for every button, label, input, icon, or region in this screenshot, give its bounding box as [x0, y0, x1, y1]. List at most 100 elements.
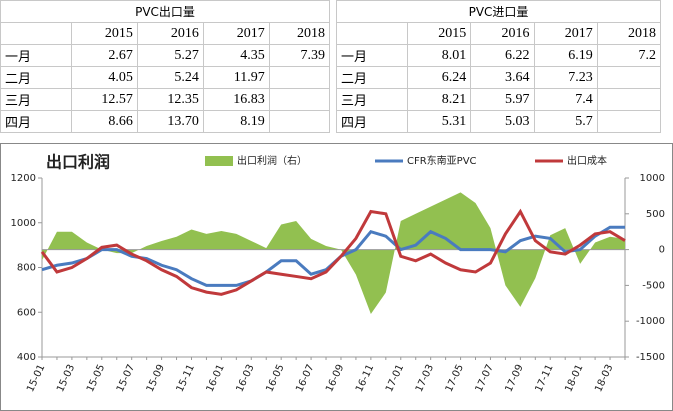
x-tick-label: 16-07	[294, 363, 316, 394]
chart-title: 出口利润	[46, 153, 110, 172]
table-cell: 7.23	[533, 66, 598, 89]
table-cell: 6.22	[470, 44, 535, 67]
table-cell: 5.7	[533, 110, 598, 133]
table-cell: 8.19	[202, 110, 270, 133]
x-tick-label: 15-01	[25, 363, 47, 394]
x-tick-label: 15-11	[175, 363, 197, 394]
area	[42, 192, 625, 315]
table-cell: 8.66	[71, 110, 138, 133]
row-label: 二月	[0, 66, 72, 89]
y2-tick-label: 0	[659, 245, 665, 256]
legend-label: 出口成本	[567, 154, 607, 167]
y2-tick-label: 500	[646, 209, 665, 220]
table-cell: 12.35	[136, 88, 204, 111]
chart: 出口利润 400 600 800 1000 1200 -1500 -1000 -500 0 500…	[0, 143, 673, 411]
table-row: 二月 6.24 3.64 7.23	[336, 66, 662, 89]
table-cell: 11.97	[202, 66, 270, 89]
table-cell: 7.2	[596, 44, 662, 67]
x-tick-label: 16-09	[324, 363, 346, 394]
x-tick-label: 18-03	[593, 363, 615, 394]
y-tick-label: 800	[17, 263, 36, 274]
x-tick-label: 17-01	[384, 363, 406, 394]
column-header: 2016	[136, 22, 204, 45]
x-tick-label: 18-01	[563, 363, 585, 394]
row-label: 一月	[336, 44, 408, 67]
table-row: 三月 12.57 12.35 16.83	[0, 88, 331, 111]
x-tick-label: 16-11	[354, 363, 376, 394]
header-corner	[336, 22, 408, 45]
header-row: 2015 2016 2017 2018	[0, 22, 331, 45]
y2-tick-label: -1000	[636, 316, 665, 327]
table-cell: 7.39	[268, 44, 331, 67]
table-cell	[268, 110, 331, 133]
table-cell: 8.21	[406, 88, 472, 111]
table-title: PVC出口量	[0, 0, 330, 23]
table-cell: 5.97	[470, 88, 535, 111]
row-label: 三月	[0, 88, 72, 111]
y2-tick-label: -500	[642, 280, 665, 291]
table-cell: 7.4	[533, 88, 598, 111]
table-cell: 5.31	[406, 110, 472, 133]
x-tick-label: 15-09	[145, 363, 167, 394]
table-row: 三月 8.21 5.97 7.4	[336, 88, 662, 111]
table-cell: 2.67	[71, 44, 138, 67]
table-row: 四月 5.31 5.03 5.7	[336, 110, 662, 133]
table-cell: 16.83	[202, 88, 270, 111]
title-row: PVC进口量	[336, 0, 661, 23]
column-header: 2016	[470, 22, 535, 45]
table-cell: 3.64	[470, 66, 535, 89]
table-cell: 8.01	[406, 44, 472, 67]
x-tick-label: 17-03	[414, 363, 436, 394]
table-row: 四月 8.66 13.70 8.19	[0, 110, 331, 133]
column-header: 2018	[596, 22, 662, 45]
table-row: 二月 4.05 5.24 11.97	[0, 66, 331, 89]
table-cell	[596, 66, 662, 89]
column-header: 2018	[268, 22, 331, 45]
column-header: 2015	[406, 22, 472, 45]
legend-label: 出口利润（右）	[237, 154, 307, 167]
header-corner	[0, 22, 72, 45]
table-cell	[596, 88, 662, 111]
table-cell: 6.24	[406, 66, 472, 89]
y-tick-label: 600	[17, 307, 36, 318]
title-row: PVC出口量	[0, 0, 330, 23]
y2-tick-label: -1500	[636, 352, 665, 363]
x-tick-label: 16-03	[234, 363, 256, 394]
x-tick-label: 17-07	[474, 363, 496, 394]
legend-label: CFR东南亚PVC	[407, 154, 477, 167]
table-cell: 5.24	[136, 66, 204, 89]
x-tick-label: 15-07	[115, 363, 137, 394]
column-header: 2017	[533, 22, 598, 45]
row-label: 一月	[0, 44, 72, 67]
column-header: 2015	[71, 22, 138, 45]
table-cell: 6.19	[533, 44, 598, 67]
table-cell	[268, 88, 331, 111]
row-label: 四月	[0, 110, 72, 133]
table-cell: 5.27	[136, 44, 204, 67]
table-cell: 12.57	[71, 88, 138, 111]
row-label: 二月	[336, 66, 408, 89]
y2-tick-label: 1000	[640, 173, 665, 184]
x-tick-label: 16-01	[205, 363, 227, 394]
y-tick-label: 400	[17, 352, 36, 363]
table-cell: 4.05	[71, 66, 138, 89]
line	[40, 208, 626, 296]
data-table: PVC出口量 2015 2016 2017 2018 一月 2.67 5.27 4.35 7.39…	[0, 0, 331, 133]
y-tick-label: 1000	[11, 218, 36, 229]
x-tick-label: 16-05	[264, 363, 286, 394]
y-tick-label: 1200	[11, 173, 36, 184]
row-label: 三月	[336, 88, 408, 111]
column-header: 2017	[202, 22, 270, 45]
x-tick-label: 17-05	[444, 363, 466, 394]
x-tick-label: 15-05	[85, 363, 107, 394]
x-tick-label: 17-09	[504, 363, 526, 394]
table-cell	[596, 110, 662, 133]
table-cell: 4.35	[202, 44, 270, 67]
table-row: 一月 2.67 5.27 4.35 7.39	[0, 44, 331, 67]
legend-swatch	[205, 156, 233, 166]
table-cell: 13.70	[136, 110, 204, 133]
data-table: PVC进口量 2015 2016 2017 2018 一月 8.01 6.22 6.19 7.2 二…	[336, 0, 662, 133]
table-title: PVC进口量	[336, 0, 661, 23]
header-row: 2015 2016 2017 2018	[336, 22, 662, 45]
